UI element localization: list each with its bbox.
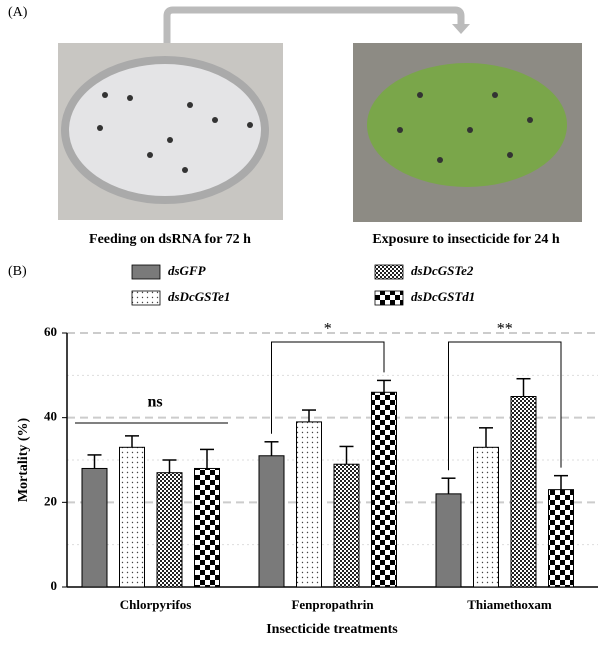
- y-tick-label: 40: [44, 409, 57, 424]
- bar: [194, 467, 220, 588]
- y-axis-label: Mortality (%): [16, 417, 31, 502]
- bar: [333, 463, 360, 588]
- legend-label: dsDcGSTd1: [411, 289, 475, 304]
- caption: Exposure to insecticide for 24 h: [372, 232, 560, 247]
- legend-swatch: [131, 264, 161, 280]
- x-tick-label: Fenpropathrin: [291, 597, 374, 612]
- panel-label: (A): [8, 5, 28, 20]
- bar: [435, 493, 462, 588]
- legend-swatch: [374, 264, 404, 280]
- x-axis-label: Insecticide treatments: [266, 622, 398, 637]
- arrow: [163, 6, 465, 50]
- photo-left: [58, 43, 283, 220]
- bar: [81, 467, 108, 588]
- bracket: [448, 341, 562, 471]
- bracket: [271, 341, 385, 434]
- bar: [371, 391, 397, 588]
- bar: [156, 472, 183, 588]
- y-tick-label: 0: [51, 578, 58, 593]
- legend-label: dsDcGSTe1: [168, 289, 230, 304]
- legend-swatch: [374, 290, 404, 306]
- annotation: *: [324, 321, 332, 338]
- bar: [473, 446, 499, 588]
- annotation: ns: [147, 394, 162, 411]
- legend-label: dsDcGSTe2: [411, 263, 474, 278]
- x-tick-label: Chlorpyrifos: [120, 597, 192, 612]
- bar: [296, 421, 322, 588]
- legend-label: dsGFP: [168, 263, 207, 278]
- y-tick-label: 20: [44, 493, 57, 508]
- y-tick-label: 60: [44, 324, 57, 339]
- caption: Feeding on dsRNA for 72 h: [89, 232, 251, 247]
- panel-label: (B): [8, 264, 27, 279]
- annotation: **: [497, 321, 513, 338]
- bar: [258, 455, 285, 588]
- arrow-head: [452, 24, 470, 34]
- photo-right: [353, 43, 582, 222]
- bar: [510, 396, 537, 588]
- bar: [119, 446, 145, 588]
- bar: [548, 489, 574, 588]
- x-tick-label: Thiamethoxam: [467, 597, 552, 612]
- legend-swatch: [131, 290, 161, 306]
